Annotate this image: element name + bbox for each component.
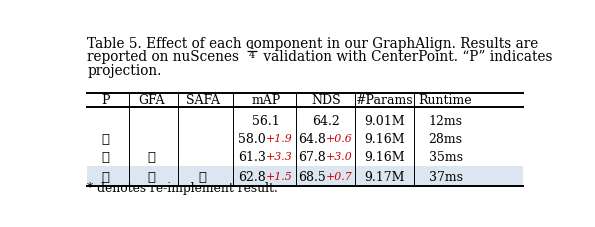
Text: 1: 1 <box>249 42 255 51</box>
Text: Table 5. Effect of each component in our GraphAlign. Results are: Table 5. Effect of each component in our… <box>87 37 538 51</box>
Text: ✓: ✓ <box>148 151 156 164</box>
Text: +1.9: +1.9 <box>266 134 293 144</box>
Text: +3.3: +3.3 <box>267 153 293 163</box>
Text: 28ms: 28ms <box>428 133 462 146</box>
Text: ✓: ✓ <box>102 133 109 146</box>
Text: NDS: NDS <box>311 94 340 107</box>
Text: +3.0: +3.0 <box>326 153 353 163</box>
Text: 68.5: 68.5 <box>299 170 326 184</box>
Text: ✓: ✓ <box>102 170 109 184</box>
Text: 35ms: 35ms <box>428 151 462 164</box>
Text: 9.01M: 9.01M <box>364 115 405 128</box>
Text: Runtime: Runtime <box>419 94 472 107</box>
Text: 9.16M: 9.16M <box>364 133 405 146</box>
Text: 12ms: 12ms <box>428 115 462 128</box>
Text: 61.3: 61.3 <box>239 151 267 164</box>
Text: ✓: ✓ <box>102 151 109 164</box>
Text: +1.5: +1.5 <box>266 172 293 182</box>
Bar <box>87 166 522 186</box>
Text: SAFA: SAFA <box>186 94 220 107</box>
Text: 62.8: 62.8 <box>239 170 266 184</box>
Text: 9.16M: 9.16M <box>364 151 405 164</box>
Text: validation with CenterPoint. “P” indicates: validation with CenterPoint. “P” indicat… <box>259 50 553 64</box>
Text: mAP: mAP <box>251 94 280 107</box>
Text: ✓: ✓ <box>148 170 156 184</box>
Text: 4: 4 <box>249 51 255 60</box>
Text: 64.2: 64.2 <box>312 115 340 128</box>
Text: 9.17M: 9.17M <box>364 170 405 184</box>
Text: projection.: projection. <box>87 64 162 78</box>
Text: 56.1: 56.1 <box>252 115 280 128</box>
Text: GFA: GFA <box>139 94 165 107</box>
Text: 58.0: 58.0 <box>239 133 266 146</box>
Text: 37ms: 37ms <box>428 170 462 184</box>
Text: 64.8: 64.8 <box>298 133 326 146</box>
Text: +0.6: +0.6 <box>326 134 353 144</box>
Text: ✓: ✓ <box>199 170 206 184</box>
Text: 67.8: 67.8 <box>299 151 326 164</box>
Text: P: P <box>102 94 110 107</box>
Text: #Params: #Params <box>355 94 413 107</box>
Text: reported on nuScenes: reported on nuScenes <box>87 50 244 64</box>
Text: * denotes re-implement result.: * denotes re-implement result. <box>87 182 278 195</box>
Text: +0.7: +0.7 <box>326 172 353 182</box>
